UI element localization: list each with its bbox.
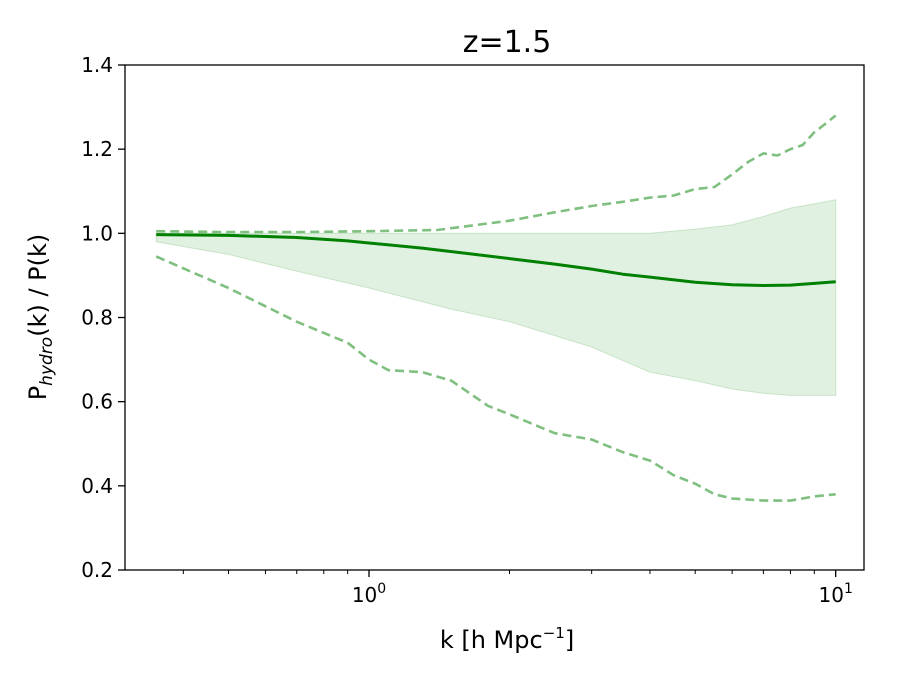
mean-ratio-line [156, 233, 836, 287]
y-tick-label: 0.4 [81, 474, 113, 498]
y-tick-label: 1.4 [81, 53, 113, 77]
y-axis: 0.2 0.4 0.6 0.8 1.0 1.2 1.4 [81, 53, 125, 582]
variance-band [155, 199, 837, 396]
x-axis: 100 101 [182, 570, 853, 607]
y-tick-label: 1.2 [81, 137, 113, 161]
y-axis-label: Phydro(k) / P(k) [24, 234, 57, 401]
y-tick-label: 0.2 [81, 558, 113, 582]
lower-bound-dashed-line [155, 255, 836, 502]
x-tick-label: 101 [818, 581, 852, 607]
y-tick-label: 0.8 [81, 306, 113, 330]
upper-bound-dashed-line [156, 114, 837, 234]
plot-area [155, 114, 837, 502]
y-tick-label: 1.0 [81, 221, 113, 245]
chart-title: z=1.5 [463, 25, 552, 60]
y-tick-label: 0.6 [81, 390, 113, 414]
x-tick-label: 100 [352, 581, 386, 607]
x-axis-label: k [h Mpc−1] [440, 624, 574, 654]
